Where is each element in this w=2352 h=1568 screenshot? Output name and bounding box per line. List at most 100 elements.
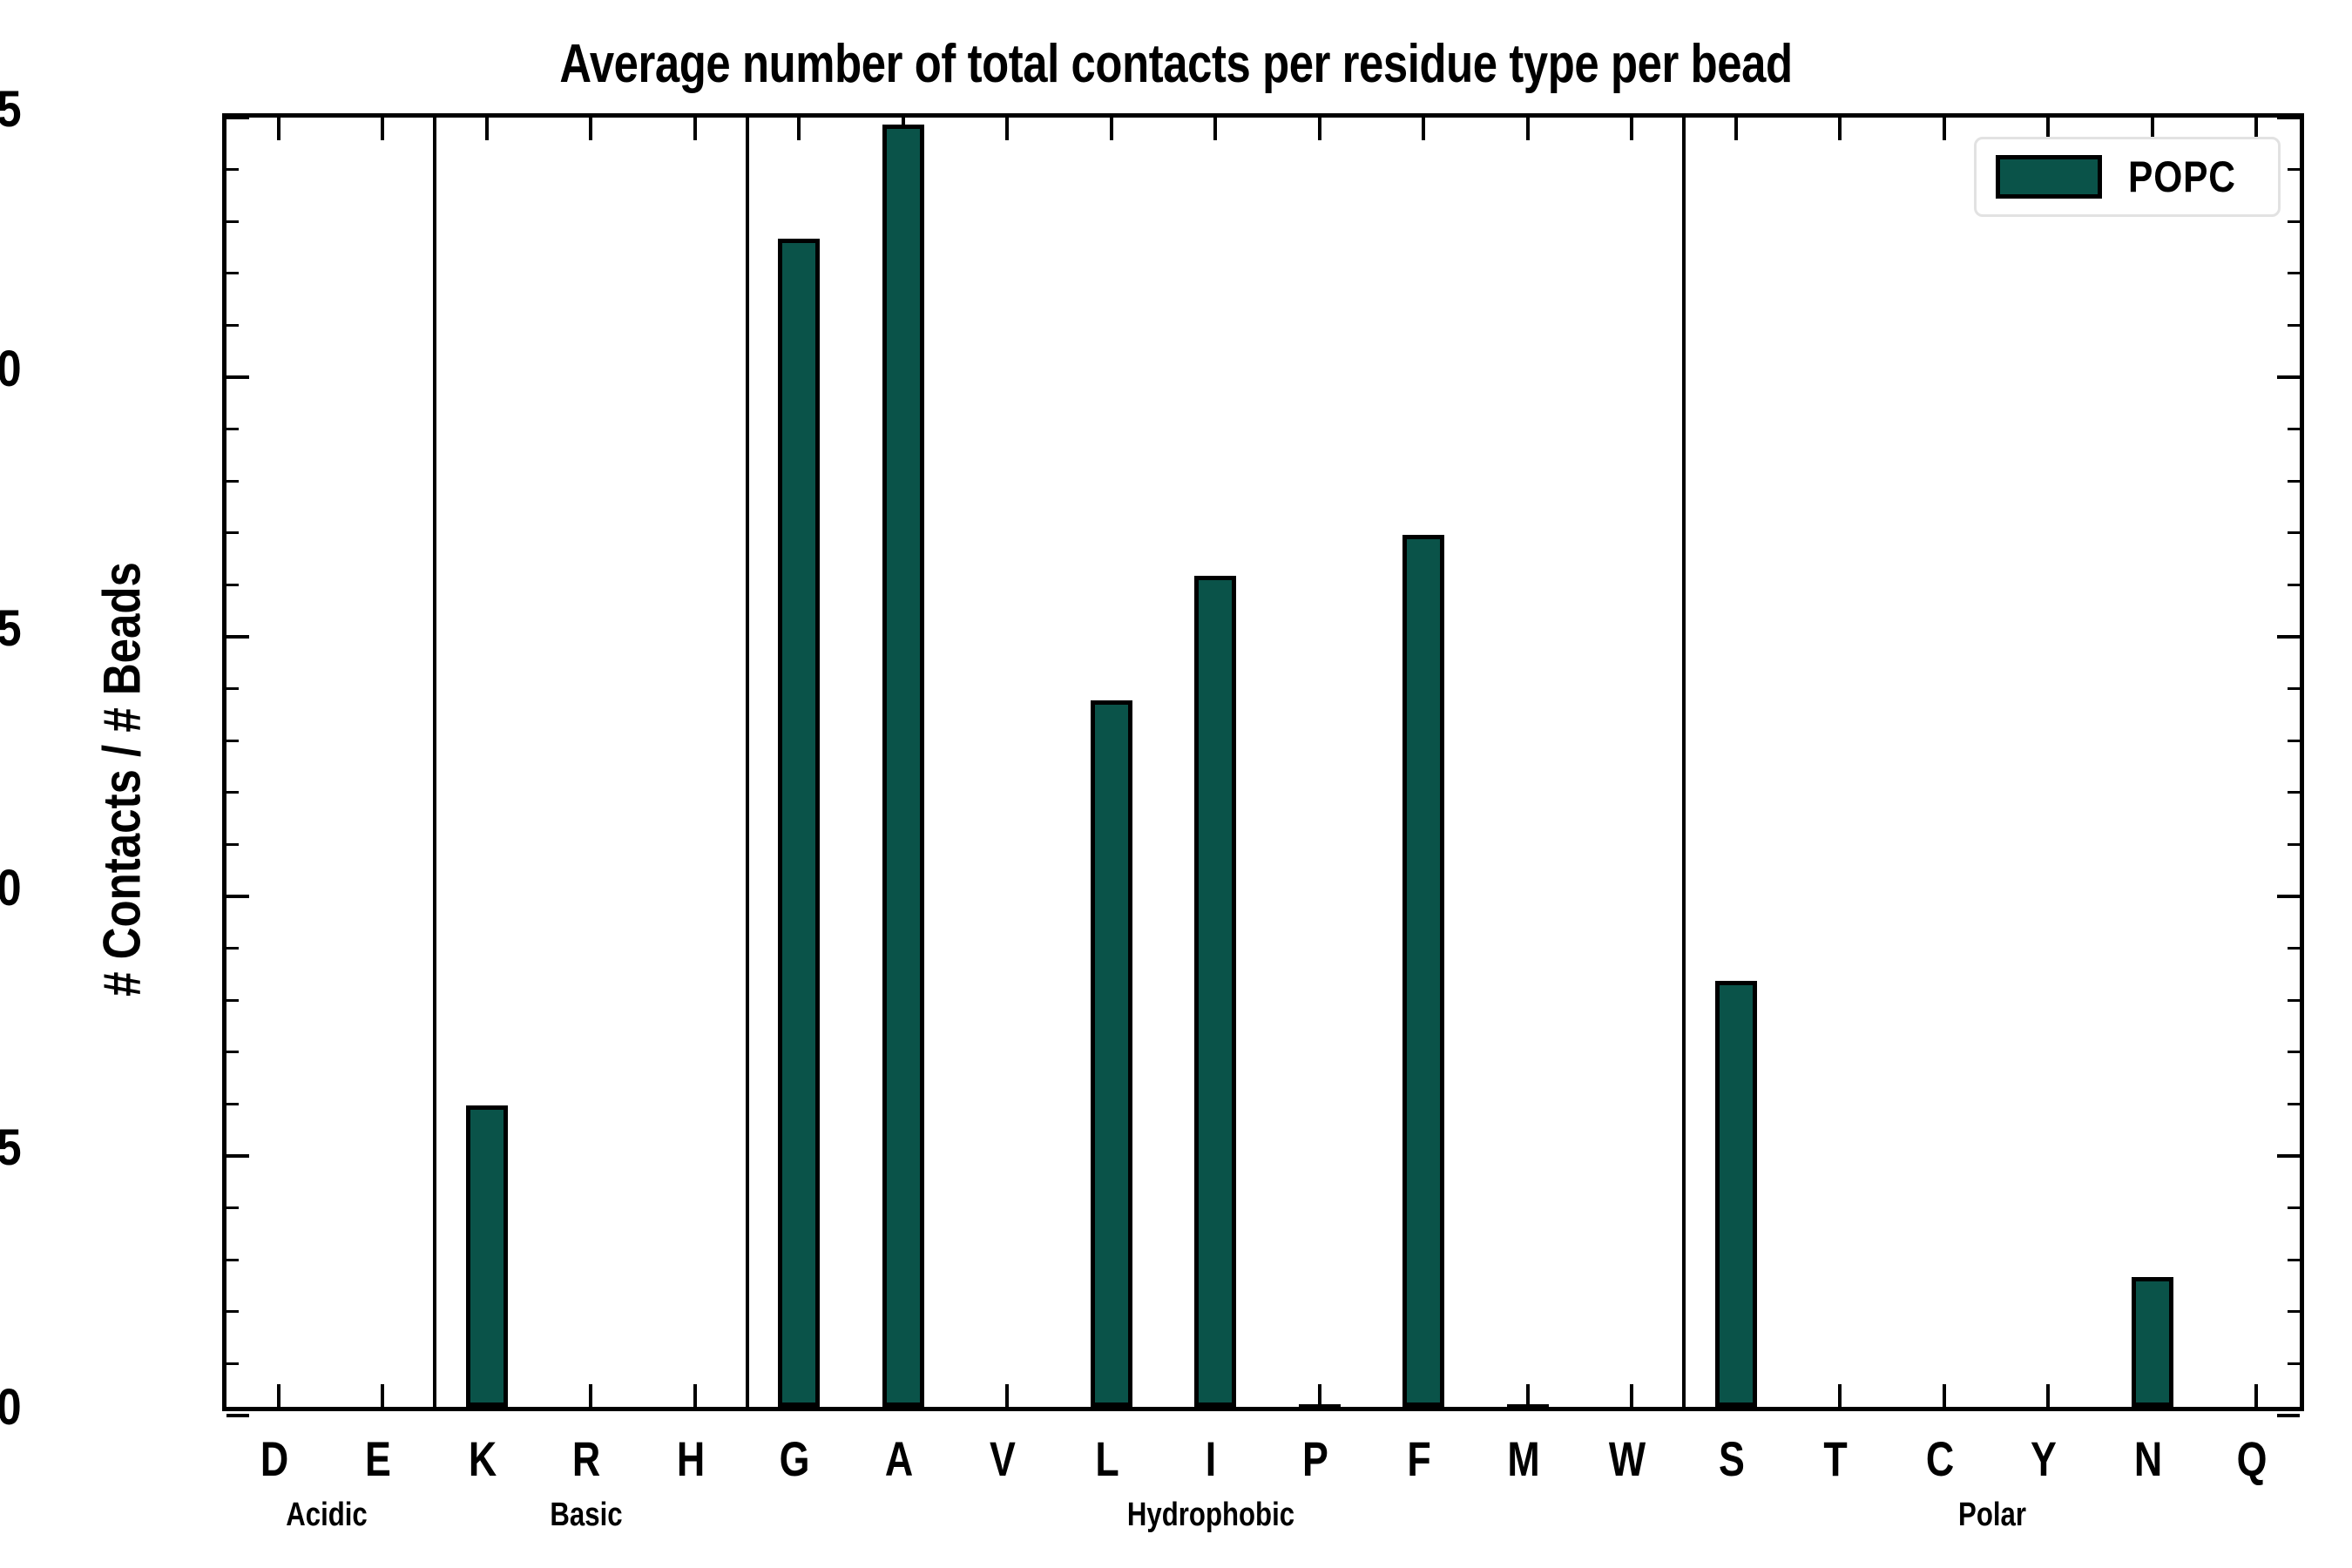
y-tick-minor	[226, 220, 239, 223]
x-tick-top	[1525, 118, 1530, 140]
y-tick-major	[226, 1414, 249, 1417]
y-tick-minor	[226, 791, 239, 794]
bar-l[interactable]	[1090, 700, 1132, 1407]
y-tick-minor-right	[2288, 1310, 2300, 1314]
group-label-hydrophobic: Hydrophobic	[1127, 1497, 1295, 1533]
bar-f[interactable]	[1402, 534, 1445, 1407]
y-tick-minor-right	[2288, 583, 2300, 586]
bar-i[interactable]	[1194, 576, 1237, 1407]
x-label-k: K	[468, 1431, 497, 1486]
y-tick-minor	[226, 479, 239, 483]
x-label-p: P	[1301, 1431, 1328, 1486]
y-tick-major	[226, 116, 249, 119]
y-tick-minor-right	[2288, 1362, 2300, 1365]
y-tick-label: 0.0	[0, 1378, 22, 1436]
plot-area: POPC	[222, 113, 2304, 1417]
legend[interactable]: POPC	[1974, 137, 2281, 217]
x-tick-top	[1734, 118, 1738, 140]
x-label-d: D	[260, 1431, 288, 1486]
y-tick-minor-right	[2288, 1206, 2300, 1210]
y-tick-major-right	[2277, 1414, 2300, 1417]
x-label-n: N	[2133, 1431, 2162, 1486]
y-tick-minor-right	[2288, 1051, 2300, 1054]
x-tick-top	[2046, 118, 2051, 140]
group-separator	[745, 118, 749, 1407]
y-tick-minor	[226, 531, 239, 535]
x-label-y: Y	[2031, 1431, 2058, 1486]
x-tick-top	[1630, 118, 1634, 140]
x-tick	[381, 1384, 385, 1407]
x-tick	[276, 1384, 280, 1407]
y-tick-major	[226, 375, 249, 379]
y-tick-minor-right	[2288, 479, 2300, 483]
y-tick-label: 2.5	[0, 80, 22, 139]
bar-m[interactable]	[1506, 1404, 1549, 1407]
x-tick	[1317, 1384, 1321, 1407]
x-tick-top	[1213, 118, 1218, 140]
bar-k[interactable]	[465, 1105, 508, 1407]
x-label-i: I	[1206, 1431, 1217, 1486]
y-tick-minor-right	[2288, 687, 2300, 691]
y-tick-major	[226, 895, 249, 898]
y-tick-minor	[226, 272, 239, 275]
x-tick-top	[2150, 118, 2154, 140]
y-tick-minor	[226, 1310, 239, 1314]
y-tick-minor-right	[2288, 531, 2300, 535]
group-label-polar: Polar	[1957, 1497, 2026, 1533]
y-tick-minor-right	[2288, 428, 2300, 431]
y-tick-minor-right	[2288, 1102, 2300, 1105]
x-label-t: T	[1823, 1431, 1848, 1486]
y-tick-major-right	[2277, 375, 2300, 379]
y-tick-major	[226, 1154, 249, 1158]
y-tick-minor-right	[2288, 272, 2300, 275]
y-tick-minor	[226, 739, 239, 742]
plot-inner	[226, 116, 2300, 1417]
y-tick-minor	[226, 1051, 239, 1054]
x-tick-top	[693, 118, 697, 140]
x-label-c: C	[1925, 1431, 1954, 1486]
x-tick	[1942, 1384, 1946, 1407]
bar-g[interactable]	[778, 239, 821, 1407]
y-tick-label: 2.0	[0, 340, 22, 398]
y-tick-label: 1.5	[0, 599, 22, 658]
x-label-m: M	[1507, 1431, 1540, 1486]
y-tick-major-right	[2277, 116, 2300, 119]
x-tick-top	[1317, 118, 1321, 140]
y-tick-label: 1.0	[0, 859, 22, 917]
group-separator	[433, 118, 436, 1407]
y-tick-major	[226, 635, 249, 639]
x-label-f: F	[1407, 1431, 1431, 1486]
y-tick-minor	[226, 1258, 239, 1261]
y-tick-minor-right	[2288, 842, 2300, 846]
x-label-e: E	[365, 1431, 392, 1486]
y-tick-minor-right	[2288, 791, 2300, 794]
bar-a[interactable]	[882, 124, 924, 1407]
x-tick	[1525, 1384, 1530, 1407]
x-tick-top	[797, 118, 801, 140]
x-tick-top	[2254, 118, 2259, 140]
group-label-basic: Basic	[550, 1497, 623, 1533]
x-tick-top	[1005, 118, 1010, 140]
x-label-l: L	[1095, 1431, 1119, 1486]
x-label-h: H	[676, 1431, 705, 1486]
y-tick-minor	[226, 583, 239, 586]
bar-n[interactable]	[2131, 1277, 2173, 1407]
x-tick-top	[484, 118, 489, 140]
x-label-g: G	[779, 1431, 810, 1486]
y-tick-minor-right	[2288, 739, 2300, 742]
y-tick-major-right	[2277, 635, 2300, 639]
y-tick-major-right	[2277, 895, 2300, 898]
y-tick-minor	[226, 842, 239, 846]
x-tick-top	[1422, 118, 1426, 140]
y-axis-label: # Contacts / # Beads	[92, 562, 152, 997]
x-tick	[1630, 1384, 1634, 1407]
x-tick	[589, 1384, 593, 1407]
x-tick-top	[1109, 118, 1113, 140]
bar-s[interactable]	[1714, 981, 1757, 1407]
bar-p[interactable]	[1298, 1404, 1341, 1407]
x-tick-top	[381, 118, 385, 140]
group-label-acidic: Acidic	[285, 1497, 368, 1533]
y-tick-minor	[226, 947, 239, 950]
y-tick-minor	[226, 168, 239, 172]
x-label-r: R	[572, 1431, 601, 1486]
